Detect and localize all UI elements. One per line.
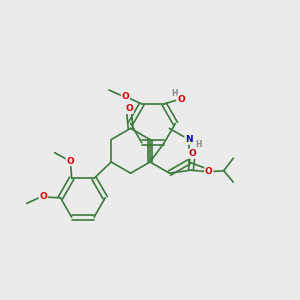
- Text: H: H: [195, 140, 202, 149]
- Text: O: O: [66, 157, 74, 166]
- Text: O: O: [205, 167, 213, 176]
- Text: O: O: [122, 92, 129, 101]
- Text: O: O: [178, 95, 185, 104]
- Text: O: O: [39, 192, 47, 201]
- Text: O: O: [125, 104, 133, 113]
- Text: N: N: [185, 135, 193, 144]
- Text: H: H: [171, 89, 178, 98]
- Text: O: O: [188, 149, 196, 158]
